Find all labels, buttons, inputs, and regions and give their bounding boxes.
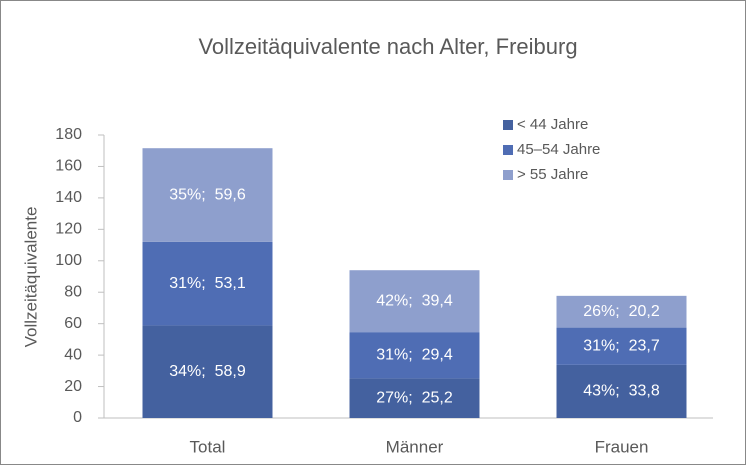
- x-tick-label: Männer: [386, 437, 444, 456]
- data-label: 34%; 58,9: [169, 363, 246, 380]
- legend-swatch: [503, 120, 513, 130]
- data-label: 27%; 25,2: [376, 389, 453, 406]
- bar-segment: [142, 148, 273, 242]
- bar-segment: [556, 327, 687, 365]
- y-axis-label: Vollzeitäquivalente: [21, 207, 40, 348]
- bar-segment: [142, 325, 273, 418]
- bar-segment: [349, 378, 480, 418]
- data-label: 31%; 29,4: [376, 346, 453, 363]
- data-label: 31%; 23,7: [583, 337, 660, 354]
- y-tick-label: 60: [64, 315, 82, 332]
- bar-segment: [349, 332, 480, 379]
- chart-title: Vollzeitäquivalente nach Alter, Freiburg: [198, 34, 577, 59]
- y-tick-label: 140: [55, 189, 82, 206]
- y-tick-label: 80: [64, 283, 82, 300]
- y-tick-label: 40: [64, 346, 82, 363]
- legend-swatch: [503, 170, 513, 180]
- data-label: 42%; 39,4: [376, 292, 453, 309]
- data-label: 35%; 59,6: [169, 186, 246, 203]
- data-label: 43%; 33,8: [583, 383, 660, 400]
- data-label: 26%; 20,2: [583, 303, 660, 320]
- data-label: 31%; 53,1: [169, 275, 246, 292]
- bar-segment: [556, 295, 687, 328]
- x-tick-label: Frauen: [595, 437, 649, 456]
- x-tick-label: Total: [190, 437, 226, 456]
- y-tick-label: 120: [55, 221, 82, 238]
- y-tick-label: 160: [55, 158, 82, 175]
- y-tick-label: 20: [64, 378, 82, 395]
- legend-label: > 55 Jahre: [517, 166, 588, 183]
- y-tick-label: 100: [55, 252, 82, 269]
- y-tick-label: 180: [55, 126, 82, 143]
- bar-segment: [349, 270, 480, 333]
- legend-swatch: [503, 145, 513, 155]
- legend-label: < 44 Jahre: [517, 116, 588, 133]
- bar-segment: [142, 241, 273, 326]
- bar-segment: [556, 364, 687, 418]
- legend-label: 45–54 Jahre: [517, 141, 600, 158]
- y-tick-label: 0: [73, 409, 82, 426]
